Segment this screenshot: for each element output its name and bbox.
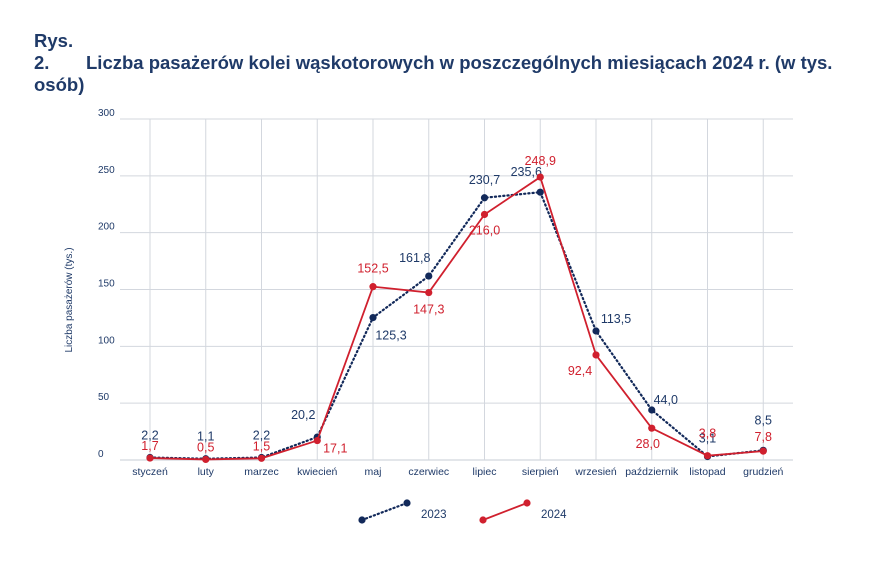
data-point (313, 436, 321, 445)
y-tick-label: 100 (98, 335, 115, 346)
gridlines (120, 118, 793, 461)
y-axis-ticks: 0 50 100 150 200 250 300 (98, 108, 115, 460)
data-point (369, 313, 377, 322)
x-tick-label: styczeń (132, 466, 168, 478)
data-point (257, 454, 266, 462)
data-point (146, 454, 154, 462)
x-tick-label: czerwiec (408, 466, 449, 478)
series-line-2024 (149, 175, 765, 461)
x-tick-label: grudzień (743, 466, 783, 478)
figure-caption: Liczba pasażerów kolei wąskotorowych w p… (34, 52, 833, 95)
legend-marker (403, 499, 411, 507)
legend-item-2024: 2024 (479, 499, 567, 524)
data-point (703, 452, 712, 460)
series-2024: 1,7 0,5 1,5 17,1 152,5 147,3 216,0 248,9 92,4 28,… (141, 154, 772, 464)
data-point (425, 288, 433, 297)
x-tick-label: sierpień (522, 466, 559, 478)
data-label: 248,9 (525, 154, 556, 168)
data-label: 235,6 (511, 165, 542, 179)
data-label: 1,5 (253, 439, 270, 453)
legend-marker (523, 499, 531, 507)
x-tick-label: październik (625, 466, 679, 478)
chart-title: Rys. 2. Liczba pasażerów kolei wąskotorow… (34, 30, 834, 96)
data-label: 125,3 (375, 329, 406, 343)
data-point (592, 327, 600, 335)
data-point (536, 173, 544, 181)
data-label: 2,2 (253, 428, 270, 442)
figure-number: Rys. 2. (34, 30, 74, 73)
data-label: 1,1 (197, 430, 214, 444)
x-axis-ticks: styczeń luty marzec kwiecień maj czerwiec lipi… (132, 466, 783, 478)
data-label: 17,1 (323, 442, 347, 456)
data-label: 92,4 (568, 364, 592, 378)
legend-label: 2023 (421, 509, 447, 521)
x-tick-label: kwiecień (297, 466, 337, 478)
data-point (592, 351, 600, 359)
data-point (536, 188, 544, 196)
data-label: 147,3 (413, 303, 444, 317)
legend-line (482, 502, 528, 521)
data-label: 3,1 (699, 431, 716, 445)
y-tick-label: 50 (98, 392, 110, 403)
series-2023: 2,2 1,1 2,2 20,2 125,3 161,8 230,7 235,6 113,5 44… (141, 165, 772, 463)
data-point (202, 455, 210, 464)
data-point (425, 272, 433, 280)
data-label: 3,8 (699, 427, 716, 441)
y-tick-label: 250 (98, 165, 115, 176)
data-point (759, 447, 767, 455)
x-tick-label: maj (365, 466, 382, 478)
data-point (480, 210, 489, 219)
data-label: 152,5 (357, 262, 388, 276)
legend: 2023 2024 (358, 499, 567, 524)
legend-label: 2024 (541, 509, 567, 521)
data-label: 1,7 (141, 439, 158, 453)
data-point (648, 424, 656, 432)
y-tick-label: 200 (98, 222, 115, 233)
data-point (369, 283, 377, 291)
y-tick-label: 150 (98, 279, 115, 290)
y-axis-label: Liczba pasażerów (tys.) (64, 247, 75, 352)
x-tick-label: luty (198, 466, 215, 478)
x-tick-label: wrzesień (574, 466, 617, 478)
legend-marker (358, 516, 366, 524)
data-label: 0,5 (197, 440, 214, 454)
x-tick-label: marzec (244, 466, 278, 478)
data-label: 216,0 (469, 223, 500, 237)
y-tick-label: 0 (98, 449, 104, 460)
data-label: 7,8 (755, 430, 772, 444)
x-tick-label: listopad (689, 466, 725, 478)
y-tick-label: 300 (98, 108, 115, 119)
x-tick-label: lipiec (473, 466, 497, 478)
data-label: 28,0 (636, 437, 660, 451)
data-label: 230,7 (469, 173, 500, 187)
data-label: 113,5 (601, 312, 631, 326)
data-label: 20,2 (291, 408, 315, 422)
data-point (480, 194, 489, 202)
data-point (648, 406, 656, 414)
data-label: 161,8 (399, 251, 430, 265)
legend-marker (479, 516, 487, 524)
legend-item-2023: 2023 (358, 499, 447, 524)
data-label: 8,5 (755, 413, 772, 427)
series-layer: 2,2 1,1 2,2 20,2 125,3 161,8 230,7 235,6 113,5 44… (141, 154, 772, 464)
legend-line (360, 501, 409, 522)
data-label: 44,0 (654, 393, 678, 407)
data-label: 2,2 (141, 428, 158, 442)
